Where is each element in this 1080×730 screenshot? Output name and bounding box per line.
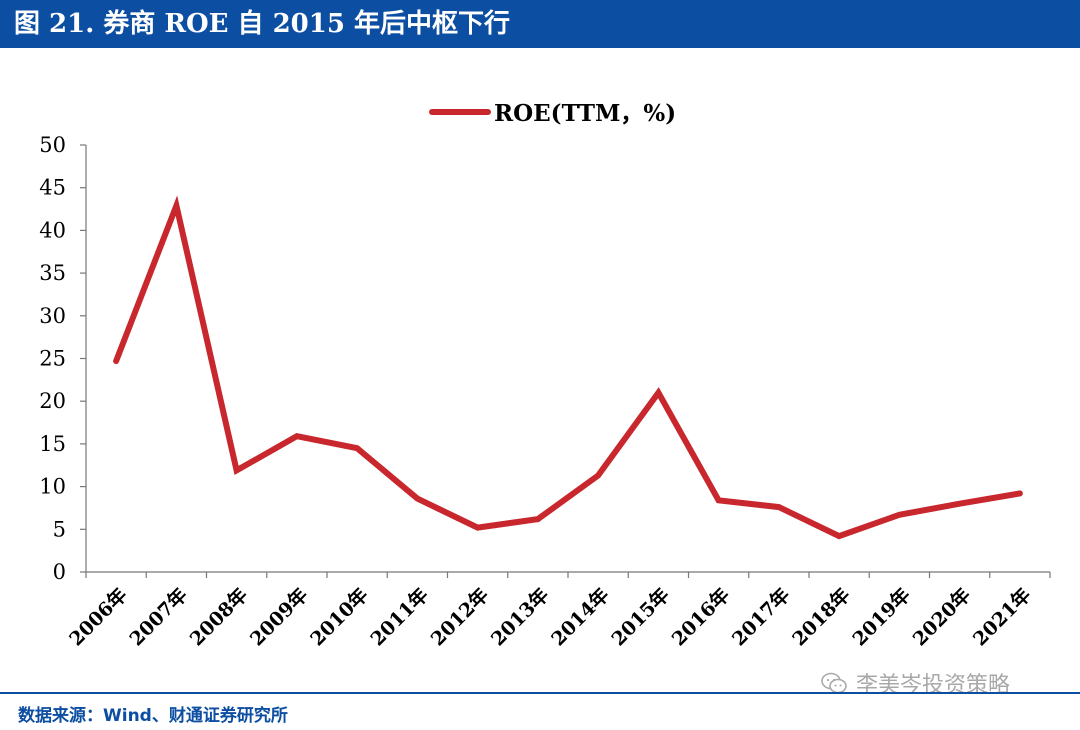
chart-legend: ROE(TTM，%) xyxy=(429,100,676,127)
y-tick-label: 35 xyxy=(39,261,66,285)
roe-data-point xyxy=(173,203,179,209)
y-axis: 0 5 10 15 20 25 30 35 40 45 50 xyxy=(39,133,87,584)
figure-header: 图 21. 券商 ROE 自 2015 年后中枢下行 xyxy=(0,0,1080,48)
watermark: 李美岑投资策略 xyxy=(820,666,1010,700)
y-tick-label: 40 xyxy=(39,218,66,242)
roe-data-point xyxy=(234,467,240,473)
x-tick-label: 2020年 xyxy=(908,583,975,650)
y-tick-label: 20 xyxy=(39,389,66,413)
roe-data-point xyxy=(414,496,420,502)
y-tick-label: 15 xyxy=(39,432,66,456)
roe-data-point xyxy=(475,525,481,531)
x-tick-label: 2006年 xyxy=(65,583,132,650)
roe-data-point xyxy=(776,504,782,510)
roe-data-point xyxy=(655,390,661,396)
x-tick-label: 2007年 xyxy=(125,583,192,650)
legend-label: ROE(TTM，%) xyxy=(494,100,676,127)
x-tick-label: 2014年 xyxy=(547,583,614,650)
x-tick-label: 2017年 xyxy=(727,583,794,650)
watermark-text: 李美岑投资策略 xyxy=(856,673,1011,698)
roe-data-point xyxy=(595,472,601,478)
x-tick-label: 2016年 xyxy=(667,583,734,650)
roe-data-point xyxy=(294,433,300,439)
wechat-icon xyxy=(821,672,847,694)
x-tick-label: 2010年 xyxy=(306,583,373,650)
roe-data-point xyxy=(354,445,360,451)
x-tick-label: 2021年 xyxy=(968,583,1035,650)
x-tick-label: 2019年 xyxy=(848,583,915,650)
series-layer xyxy=(113,195,1023,540)
x-axis: 2006年2007年2008年2009年2010年2011年2012年2013年… xyxy=(65,571,1051,650)
roe-data-point xyxy=(836,533,842,539)
x-tick-label: 2011年 xyxy=(366,583,433,650)
y-tick-label: 10 xyxy=(39,475,66,499)
roe-data-point xyxy=(716,497,722,503)
y-tick-label: 30 xyxy=(39,304,66,328)
x-tick-label: 2012年 xyxy=(426,583,493,650)
roe-data-point xyxy=(535,516,541,522)
data-source-note: 数据来源：Wind、财通证券研究所 xyxy=(18,706,288,726)
y-tick-label: 45 xyxy=(39,176,66,200)
roe-data-point xyxy=(113,358,119,364)
y-tick-label: 50 xyxy=(39,133,66,157)
x-tick-label: 2008年 xyxy=(185,583,252,650)
footer-divider xyxy=(0,692,1080,694)
roe-data-point xyxy=(1017,490,1023,496)
y-tick-label: 5 xyxy=(53,517,66,541)
x-tick-label: 2015年 xyxy=(607,583,674,650)
figure-title: 图 21. 券商 ROE 自 2015 年后中枢下行 xyxy=(14,9,510,39)
x-tick-label: 2013年 xyxy=(486,583,553,650)
roe-data-point xyxy=(896,512,902,518)
x-tick-label: 2009年 xyxy=(245,583,312,650)
y-tick-label: 25 xyxy=(39,347,66,371)
roe-series-line xyxy=(113,195,1023,540)
y-tick-label: 0 xyxy=(53,560,66,584)
x-tick-label: 2018年 xyxy=(788,583,855,650)
roe-data-point xyxy=(957,501,963,507)
